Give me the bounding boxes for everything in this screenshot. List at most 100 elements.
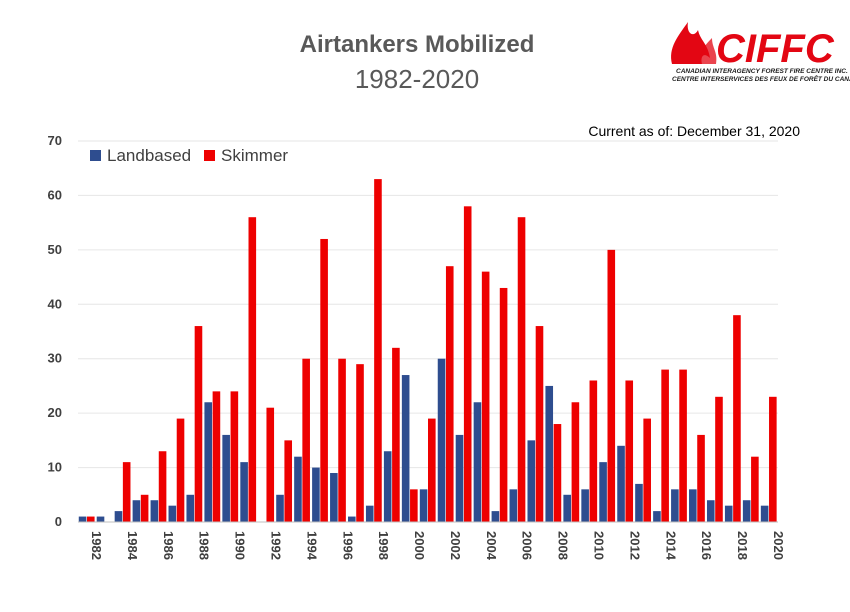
bar-skimmer-1991 (248, 217, 257, 522)
x-tick-label: 2010 (592, 531, 607, 560)
bar-landbased-2010 (581, 489, 589, 522)
bar-landbased-1998 (365, 505, 374, 522)
bar-skimmer-2016 (697, 434, 705, 522)
bar-landbased-2019 (742, 500, 751, 522)
legend-label-landbased: Landbased (107, 146, 191, 165)
bar-skimmer-1987 (176, 418, 185, 522)
bar-landbased-2008 (545, 385, 554, 522)
y-tick-label: 0 (55, 514, 62, 529)
bar-skimmer-2014 (661, 369, 669, 522)
bar-landbased-1995 (312, 467, 320, 522)
x-tick-label: 1982 (89, 531, 104, 560)
x-tick-label: 1992 (268, 531, 283, 560)
bar-skimmer-1988 (194, 326, 203, 522)
bar-landbased-1984 (114, 511, 123, 522)
bar-landbased-2000 (401, 375, 410, 522)
chart-title: Airtankers Mobilized (300, 31, 535, 58)
bar-skimmer-1998 (374, 179, 382, 522)
bar-skimmer-2010 (589, 380, 598, 522)
y-tick-label: 30 (48, 351, 62, 366)
bar-landbased-2020 (760, 505, 769, 522)
bar-landbased-2002 (437, 358, 446, 522)
bar-landbased-2016 (689, 489, 697, 522)
bar-landbased-1997 (348, 516, 356, 522)
legend: Landbased Skimmer (90, 146, 288, 165)
bar-skimmer-1999 (392, 347, 400, 522)
bar-landbased-2018 (724, 505, 733, 522)
bar-landbased-1987 (168, 505, 177, 522)
y-tick-label: 70 (48, 133, 62, 148)
bar-skimmer-1992 (266, 407, 275, 522)
bar-landbased-2015 (671, 489, 679, 522)
flame-icon-inner (699, 38, 717, 64)
x-tick-label: 1986 (161, 531, 176, 560)
bar-landbased-1988 (186, 494, 195, 522)
y-tick-label: 10 (48, 460, 62, 475)
bar-landbased-2011 (599, 462, 607, 522)
bar-skimmer-1982 (86, 516, 95, 522)
bar-landbased-1996 (330, 473, 338, 522)
chart-subtitle: 1982-2020 (355, 64, 479, 94)
bar-landbased-2004 (473, 402, 482, 522)
logo-wordmark: CIFFC (716, 27, 835, 71)
bar-landbased-2013 (635, 483, 643, 522)
bar-landbased-1990 (222, 434, 230, 522)
bar-landbased-2014 (653, 511, 661, 522)
legend-label-skimmer: Skimmer (221, 146, 288, 165)
bar-skimmer-1993 (284, 440, 293, 522)
bar-skimmer-2019 (751, 456, 759, 522)
legend-swatch-landbased (90, 150, 101, 161)
x-tick-label: 2006 (520, 531, 535, 560)
bar-landbased-2006 (509, 489, 518, 522)
bar-skimmer-2018 (733, 315, 741, 522)
bar-skimmer-1997 (356, 364, 364, 522)
flame-icon (671, 22, 710, 64)
bar-landbased-2012 (617, 445, 625, 522)
legend-swatch-skimmer (204, 150, 215, 161)
bar-landbased-2017 (706, 500, 715, 522)
x-tick-label: 2014 (663, 531, 678, 561)
bar-skimmer-2009 (571, 402, 580, 522)
x-tick-label: 2012 (627, 531, 642, 560)
bar-skimmer-2003 (463, 206, 472, 522)
bar-landbased-1994 (294, 456, 302, 522)
logo-line-1: CANADIAN INTERAGENCY FOREST FIRE CENTRE … (676, 68, 848, 75)
bar-landbased-2001 (419, 489, 428, 522)
bar-skimmer-2011 (607, 249, 616, 523)
x-axis-ticks: 1982 1984 1986 1988 1990 1992 1994 1996 1998 2000… (89, 531, 786, 561)
bar-skimmer-2005 (499, 287, 508, 522)
bar-skimmer-1995 (320, 238, 328, 522)
bar-landbased-1986 (150, 500, 159, 522)
y-tick-label: 20 (48, 405, 62, 420)
x-tick-label: 1984 (125, 531, 140, 561)
bar-skimmer-1985 (140, 494, 149, 522)
x-tick-label: 1988 (197, 531, 212, 560)
bar-skimmer-1996 (338, 358, 346, 522)
bar-skimmer-2013 (643, 418, 651, 522)
current-as-of-note: Current as of: December 31, 2020 (588, 123, 800, 139)
y-tick-label: 60 (48, 187, 62, 202)
bar-skimmer-1986 (158, 451, 167, 522)
bar-landbased-1993 (276, 494, 284, 522)
ciffc-logo: CIFFC CANADIAN INTERAGENCY FOREST FIRE C… (671, 22, 850, 83)
x-tick-label: 1996 (340, 531, 355, 560)
y-tick-label: 50 (48, 242, 62, 257)
bar-skimmer-2004 (481, 271, 490, 522)
bar-skimmer-2007 (535, 326, 544, 522)
bar-skimmer-2002 (445, 266, 454, 522)
bar-landbased-1982 (78, 516, 87, 522)
x-tick-label: 1990 (233, 531, 248, 560)
x-tick-label: 1994 (304, 531, 319, 561)
y-tick-label: 40 (48, 296, 62, 311)
gridlines (78, 140, 778, 469)
bar-skimmer-1994 (302, 358, 310, 522)
bar-landbased-2005 (491, 511, 500, 522)
x-tick-label: 2008 (556, 531, 571, 560)
x-tick-label: 2000 (412, 531, 427, 560)
bar-skimmer-2000 (410, 489, 418, 522)
bar-landbased-1985 (132, 500, 141, 522)
x-tick-label: 2004 (484, 531, 499, 561)
bars (78, 179, 777, 523)
x-tick-label: 2002 (448, 531, 463, 560)
